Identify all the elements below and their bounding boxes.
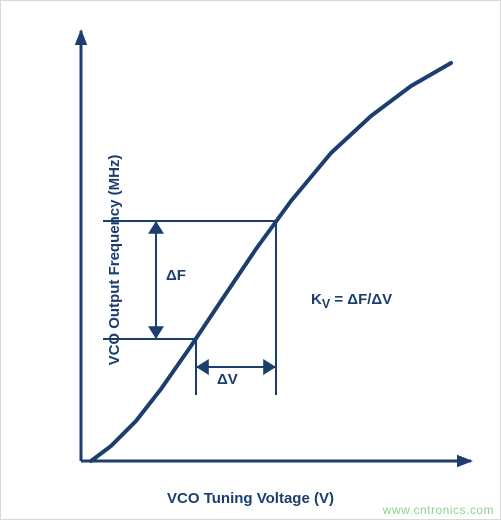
kv-k: K — [311, 291, 322, 308]
watermark-text: www.cntronics.com — [383, 503, 494, 517]
y-axis-label: VCO Output Frequency (MHz) — [106, 155, 123, 366]
delta-f-label: ΔF — [166, 267, 186, 284]
delta-v-label: ΔV — [217, 371, 238, 388]
kv-eq: = ΔF/ΔV — [330, 291, 392, 308]
vco-tuning-chart — [1, 1, 501, 520]
x-axis-label: VCO Tuning Voltage (V) — [167, 490, 334, 507]
chart-frame: VCO Output Frequency (MHz) VCO Tuning Vo… — [0, 0, 501, 520]
kv-equation: KV = ΔF/ΔV — [311, 291, 392, 311]
kv-sub: V — [322, 297, 330, 311]
